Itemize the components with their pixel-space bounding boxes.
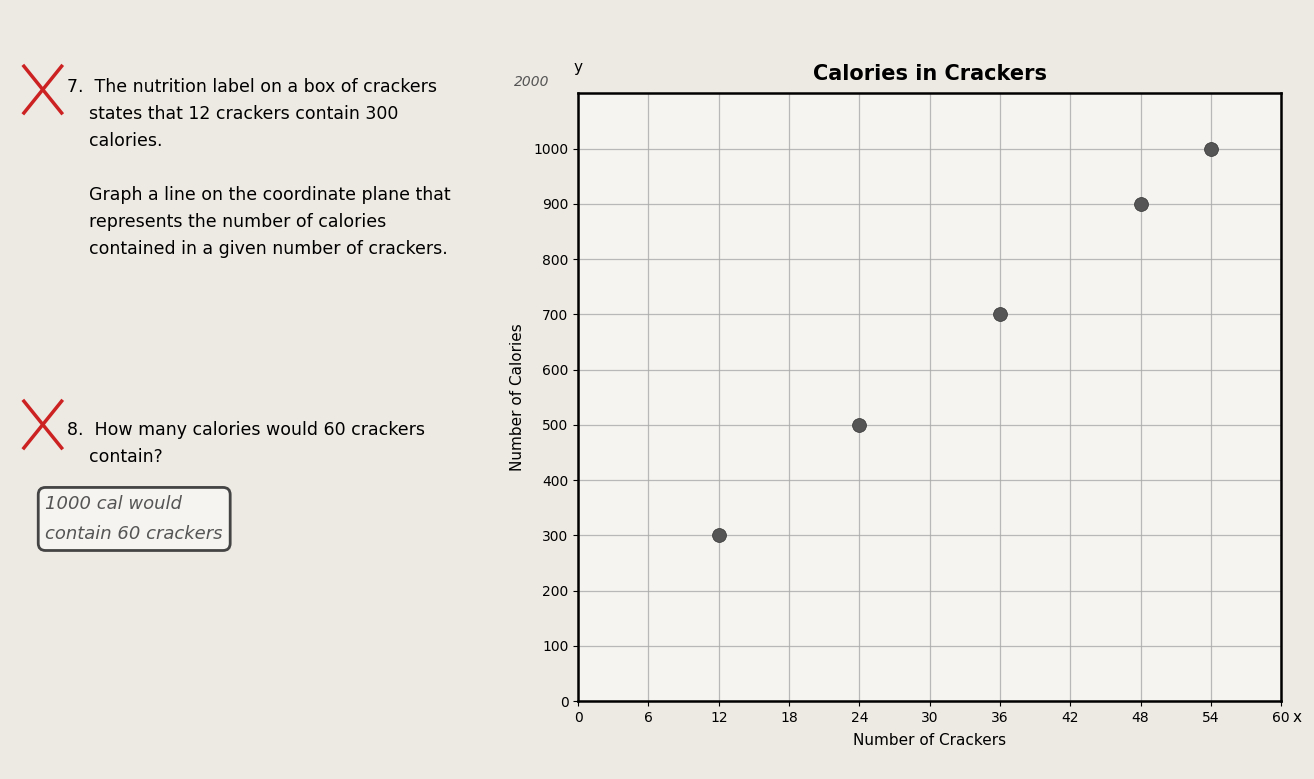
Text: 7.  The nutrition label on a box of crackers
    states that 12 crackers contain: 7. The nutrition label on a box of crack… [67, 78, 451, 259]
Point [989, 308, 1010, 321]
Text: 1000 cal would
contain 60 crackers: 1000 cal would contain 60 crackers [46, 495, 223, 543]
Y-axis label: Number of Calories: Number of Calories [510, 323, 526, 471]
Point [708, 529, 729, 541]
Point [1201, 143, 1222, 155]
Text: 2000: 2000 [514, 75, 549, 89]
Text: x: x [1292, 710, 1301, 725]
X-axis label: Number of Crackers: Number of Crackers [853, 733, 1007, 748]
Text: y: y [574, 60, 582, 76]
Point [849, 418, 870, 431]
Point [1130, 198, 1151, 210]
Title: Calories in Crackers: Calories in Crackers [812, 64, 1047, 83]
Text: 8.  How many calories would 60 crackers
    contain?: 8. How many calories would 60 crackers c… [67, 421, 424, 466]
